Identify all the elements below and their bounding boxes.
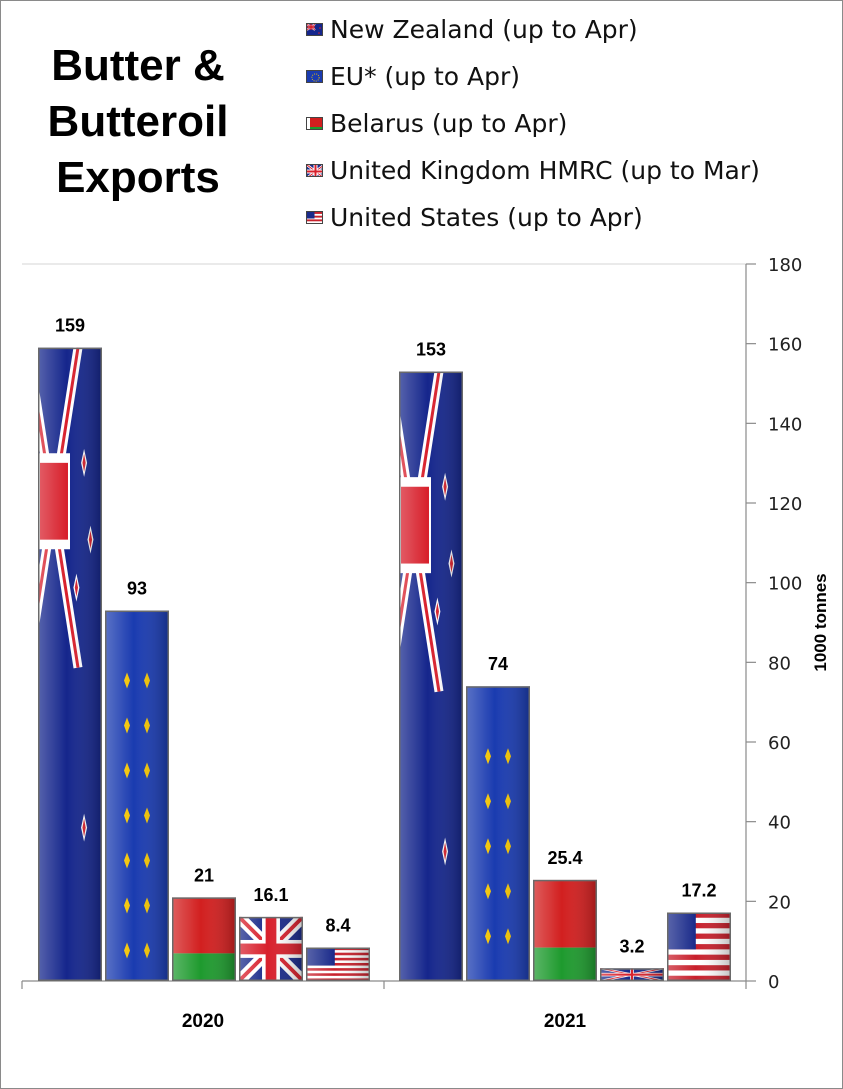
bar-outline	[399, 371, 463, 981]
y-tick-label: 120	[768, 494, 802, 515]
bar-outline	[38, 347, 102, 981]
y-tick-label: 0	[768, 972, 779, 993]
data-label: 3.2	[619, 936, 644, 956]
bar-outline	[533, 879, 597, 981]
legend-label: Belarus (up to Apr)	[330, 109, 568, 138]
data-label: 16.1	[253, 885, 288, 905]
bar-eu-2021	[466, 686, 530, 981]
bar-new-zealand-2021	[399, 371, 463, 981]
bar-new-zealand-2020	[38, 347, 102, 981]
legend-label: United Kingdom HMRC (up to Mar)	[330, 156, 760, 185]
bar-shine	[105, 610, 169, 981]
y-tick-label: 80	[768, 653, 791, 674]
data-label: 159	[55, 316, 85, 336]
bar-belarus-2020	[172, 897, 236, 981]
title-line-2: Butteroil	[47, 97, 229, 146]
x-category-label: 2021	[544, 1011, 587, 1032]
bar-shine	[38, 347, 102, 981]
bar-shine	[306, 947, 370, 981]
bars-layer	[38, 347, 731, 982]
bar-shine	[533, 879, 597, 981]
bar-outline	[600, 968, 664, 982]
legend-label: New Zealand (up to Apr)	[330, 15, 638, 44]
title-line-3: Exports	[56, 153, 220, 202]
eu-flag-icon	[306, 70, 323, 83]
data-label: 8.4	[325, 916, 350, 936]
bar-shine	[600, 968, 664, 981]
data-label: 17.2	[681, 880, 716, 900]
y-tick-label: 60	[768, 733, 791, 754]
y-tick-label: 160	[768, 335, 802, 356]
us-flag-icon	[306, 211, 323, 224]
bar-outline	[306, 947, 370, 981]
bar-outline	[105, 610, 169, 981]
title-line-1: Butter &	[51, 41, 225, 90]
data-label: 93	[127, 579, 147, 599]
x-category-label: 2020	[182, 1011, 224, 1032]
y-tick-label: 100	[768, 574, 802, 595]
bar-shine	[667, 912, 731, 981]
y-tick-label: 180	[768, 255, 802, 276]
bar-us-2021	[667, 912, 731, 982]
bar-shine	[399, 371, 463, 981]
data-label: 25.4	[547, 848, 582, 868]
bar-shine	[239, 916, 303, 981]
bar-us-2020	[306, 947, 370, 981]
legend-label: EU* (up to Apr)	[330, 62, 521, 91]
belarus-flag-icon	[306, 117, 323, 130]
uk-flag-icon	[306, 164, 323, 177]
y-tick-label: 40	[768, 813, 791, 834]
chart-title: Butter & Butteroil Exports	[22, 38, 254, 206]
axis-layer: 0 20 40 60 80 100 120 140 160 180 1000 tonnes	[21, 255, 830, 993]
bar-shine	[466, 686, 530, 981]
bar-outline	[667, 912, 731, 982]
bar-outline	[466, 686, 530, 981]
bar-shine	[172, 897, 236, 981]
bar-belarus-2021	[533, 879, 597, 981]
bar-uk-2021	[600, 968, 664, 982]
data-label: 21	[194, 865, 214, 885]
labels-layer: 2020 2021 159 153 93 74 21 25.4 16.1 3.2 8.4 17.2	[55, 316, 717, 1032]
new-zealand-flag-icon	[306, 23, 323, 36]
data-label: 153	[416, 340, 446, 360]
bar-outline	[239, 916, 303, 982]
bar-eu-2020	[105, 610, 169, 981]
y-tick-label: 20	[768, 892, 791, 913]
bar-outline	[172, 897, 236, 981]
legend-label: United States (up to Apr)	[330, 203, 643, 232]
data-label: 74	[488, 654, 508, 674]
y-axis-label: 1000 tonnes	[811, 573, 830, 671]
y-tick-label: 140	[768, 414, 802, 435]
bar-uk-2020	[239, 916, 303, 982]
